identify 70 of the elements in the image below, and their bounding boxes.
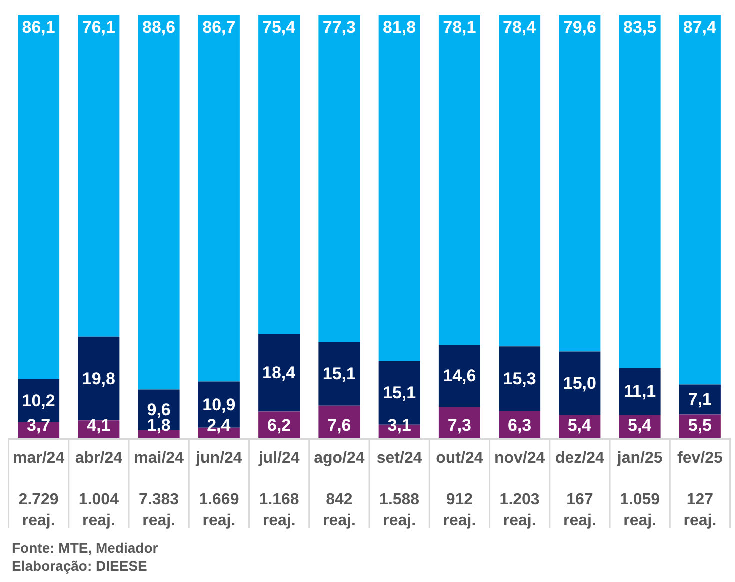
bar: [318, 342, 360, 406]
source-note: Fonte: MTE, Mediador: [12, 540, 159, 556]
data-label: 11,1: [624, 382, 656, 402]
bar: [438, 15, 480, 346]
data-label: 86,7: [202, 18, 236, 37]
category-label: abr/24 1.004 reaj.: [75, 450, 123, 530]
bar: [499, 346, 541, 412]
bar: [559, 352, 601, 416]
data-label: 5,4: [628, 416, 652, 435]
data-label: 6,3: [508, 416, 532, 435]
text: Elaboração: DIEESE: [12, 558, 148, 574]
data-label: 7,6: [328, 416, 352, 435]
data-label: 5,5: [688, 416, 712, 435]
data-label: 19,8: [82, 369, 116, 388]
category-label: jul/24 1.168 reaj.: [258, 450, 300, 530]
data-label: 77,3: [322, 18, 356, 37]
bar: [258, 334, 300, 412]
data-label: 76,1: [82, 18, 116, 37]
bar: [18, 15, 60, 380]
bar: [138, 15, 180, 390]
data-label: 3,7: [26, 416, 51, 435]
data-label: 78,4: [503, 18, 537, 37]
data-label: 14,6: [443, 366, 476, 386]
category-label: mai/24 7.383 reaj.: [134, 450, 184, 530]
data-label: 81,8: [383, 18, 416, 37]
data-label: 9,6: [147, 400, 171, 420]
bar: [78, 15, 120, 337]
category-label: jan/25 1.059 reaj.: [617, 450, 663, 530]
data-label: 4,1: [87, 416, 111, 435]
data-label: 83,5: [624, 18, 657, 37]
bar: [438, 345, 480, 408]
category-label: out/24 912 reaj.: [436, 450, 484, 530]
data-label: 15,3: [503, 369, 536, 388]
category-label: dez/24 167 reaj.: [555, 450, 604, 530]
data-label: 88,6: [142, 18, 176, 37]
bar: [679, 384, 721, 415]
bar: [619, 368, 661, 416]
bar: [258, 15, 300, 334]
data-label: 5,4: [568, 416, 592, 435]
category-label: nov/24 1.203 reaj.: [494, 450, 546, 530]
data-label: 15,1: [383, 383, 416, 402]
data-label: 87,4: [683, 18, 717, 37]
bar: [318, 15, 360, 342]
data-label: 7,3: [448, 416, 472, 435]
data-label: 79,6: [563, 18, 596, 37]
data-label: 10,2: [22, 391, 56, 410]
bar: [78, 336, 120, 421]
data-label: 78,1: [443, 18, 476, 37]
bar: [378, 15, 420, 362]
bar: [619, 15, 661, 368]
data-label: 75,4: [262, 18, 296, 37]
category-label: set/24 1.588 reaj.: [376, 450, 422, 530]
data-label: 15,0: [563, 374, 596, 393]
category-label: ago/24 842 reaj.: [314, 450, 365, 530]
bar: [679, 15, 721, 385]
data-label: 7,1: [688, 390, 712, 410]
data-label: 10,9: [202, 395, 236, 414]
data-label: 86,1: [22, 18, 56, 37]
bar: [438, 407, 480, 438]
data-label: 18,4: [262, 363, 296, 382]
bar: [198, 15, 240, 382]
category-label: mar/24 2.729 reaj.: [13, 450, 65, 530]
bar: [559, 15, 601, 352]
category-label: jun/24 1.669 reaj.: [196, 450, 242, 530]
bar: [499, 15, 541, 347]
data-label: 6,2: [267, 416, 292, 435]
data-label: 3,1: [388, 416, 412, 435]
data-label: 15,1: [322, 364, 356, 384]
category-label: fev/25 127 reaj.: [678, 450, 723, 530]
data-label: 2,4: [207, 416, 232, 435]
